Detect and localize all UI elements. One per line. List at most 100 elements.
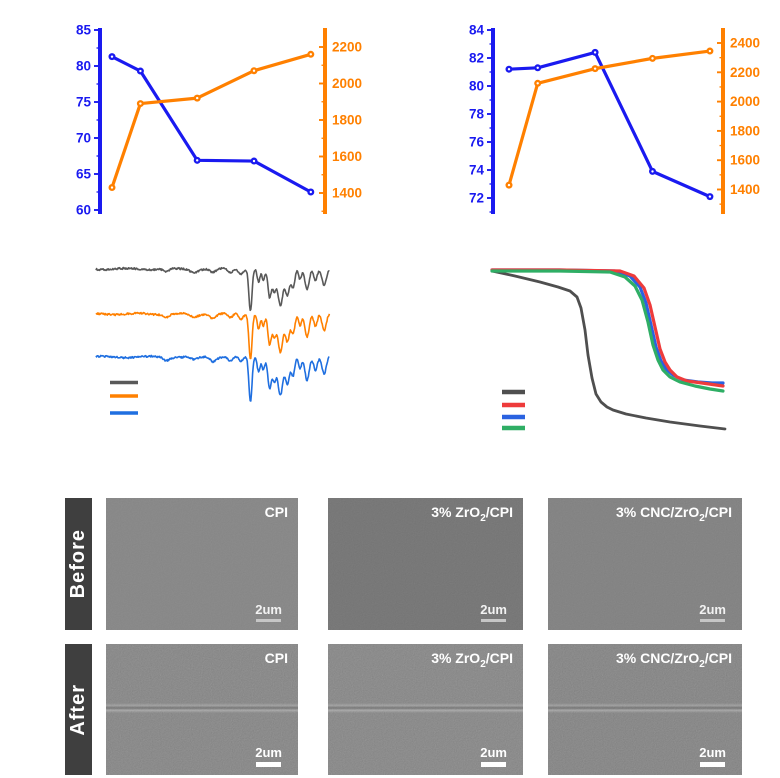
sem-image-before-cpi: CPI 2um — [106, 498, 298, 630]
sem-noise-texture — [328, 644, 523, 775]
panel-a-blue-left-series — [108, 53, 315, 196]
scale-bar-label: 2um — [255, 745, 282, 760]
scale-bar-line — [700, 762, 726, 767]
panel-c-legend — [110, 380, 138, 415]
curve-green — [490, 269, 725, 393]
blue-left-series-marker-center — [309, 190, 312, 194]
left-tick-label: 60 — [76, 203, 91, 218]
right-tick-label: 1600 — [332, 149, 362, 164]
scale-bar: 2um — [255, 746, 282, 767]
left-tick-label: 80 — [469, 79, 484, 94]
sem-image-label: CPI — [264, 650, 288, 666]
scale-bar-label: 2um — [699, 745, 726, 760]
right-tick-label: 1400 — [332, 186, 362, 201]
panel-d-legend — [502, 389, 525, 431]
row-label-before: Before — [65, 498, 92, 630]
panel-a-orange-right-series — [108, 50, 315, 192]
sem-image-label: CPI — [264, 504, 288, 520]
scratch-line — [548, 702, 742, 713]
left-tick-label: 78 — [469, 107, 485, 122]
sem-noise-texture — [328, 498, 523, 630]
orange-right-series-marker-center — [110, 186, 114, 189]
orange-right-series-marker-center — [252, 69, 256, 72]
scale-bar-line — [481, 619, 507, 622]
blue-left-series-marker-center — [536, 66, 539, 70]
right-tick-label: 1600 — [730, 153, 760, 168]
scale-bar: 2um — [480, 746, 507, 767]
blue-left-series-marker-center — [196, 159, 199, 162]
sem-noise-texture — [548, 644, 742, 775]
panel-d-chart — [490, 268, 727, 431]
panel-b-chart: 72 74 76 78 80 82 84 1400 1600 1800 2000 2200 2400 — [469, 23, 760, 214]
orange-right-series-marker-center — [651, 57, 654, 60]
sem-image-before-cnc-zro2-cpi: 3% CNC/ZrO2/CPI 2um — [548, 498, 742, 630]
spectrum-orange — [95, 311, 331, 360]
left-tick-label: 72 — [469, 191, 484, 206]
scale-bar: 2um — [699, 603, 726, 622]
orange-right-series-marker-center — [309, 53, 312, 56]
right-tick-label: 1800 — [730, 123, 760, 138]
blue-left-series-line — [508, 50, 711, 199]
panel-b-blue-left-series — [505, 48, 714, 201]
blue-left-series-marker-center — [139, 69, 142, 73]
sem-image-before-zro2-cpi: 3% ZrO2/CPI 2um — [328, 498, 523, 630]
sem-image-label: 3% ZrO2/CPI — [431, 504, 513, 524]
curve-gray — [490, 269, 727, 431]
blue-left-series-marker-center — [252, 159, 256, 163]
orange-right-series-marker-center — [139, 102, 142, 105]
orange-right-series-marker-center — [708, 49, 712, 53]
scale-bar: 2um — [480, 603, 507, 622]
scale-bar-label: 2um — [480, 602, 507, 617]
left-tick-label: 82 — [469, 51, 484, 66]
right-tick-label: 2400 — [730, 36, 760, 51]
orange-right-series-marker-center — [196, 96, 199, 100]
row-label-after-text: After — [67, 683, 89, 736]
panel-b-orange-right-series — [505, 47, 714, 189]
spectrum-gray — [95, 266, 330, 312]
panel-b-right-axis: 1400 1600 1800 2000 2200 2400 — [717, 28, 760, 214]
sem-image-label: 3% ZrO2/CPI — [431, 650, 513, 670]
sem-noise-texture — [106, 644, 298, 775]
sem-noise-texture — [548, 498, 742, 630]
spectrum-blue — [95, 354, 330, 402]
right-tick-label: 1800 — [332, 113, 362, 128]
left-tick-label: 84 — [469, 23, 485, 38]
scale-bar-line — [481, 762, 507, 767]
right-tick-label: 2000 — [730, 94, 760, 109]
orange-right-series-marker-center — [507, 183, 511, 187]
right-tick-label: 1400 — [730, 182, 760, 197]
blue-left-series-marker-center — [708, 195, 712, 198]
panel-a-right-axis: 1400 1600 1800 2000 2200 — [319, 28, 362, 214]
scale-bar: 2um — [255, 603, 282, 622]
sem-image-label: 3% CNC/ZrO2/CPI — [615, 504, 732, 524]
left-tick-label: 75 — [76, 95, 92, 110]
scale-bar-label: 2um — [255, 602, 282, 617]
sem-noise-texture — [106, 498, 298, 630]
scratch-line — [106, 702, 298, 713]
blue-left-series-marker-center — [593, 51, 597, 54]
blue-left-series-marker-center — [110, 55, 114, 58]
left-tick-label: 76 — [469, 135, 485, 150]
sem-image-after-cnc-zro2-cpi: 3% CNC/ZrO2/CPI 2um — [548, 644, 742, 775]
left-tick-label: 70 — [76, 131, 91, 146]
scale-bar: 2um — [699, 746, 726, 767]
scratch-line — [328, 702, 523, 713]
panel-c-chart — [95, 266, 331, 415]
blue-left-series-line — [111, 55, 312, 194]
panel-a-left-axis: 60 65 70 75 80 85 — [76, 23, 102, 218]
scale-bar-label: 2um — [699, 602, 726, 617]
scale-bar-line — [700, 619, 726, 622]
curve-blue — [490, 268, 725, 385]
orange-right-series-line — [507, 49, 711, 186]
right-tick-label: 2200 — [730, 65, 760, 80]
orange-right-series-marker-center — [536, 82, 539, 85]
left-tick-label: 80 — [76, 59, 91, 74]
blue-left-series-marker-center — [651, 170, 654, 173]
panel-b-left-axis: 72 74 76 78 80 82 84 — [469, 23, 495, 214]
blue-left-series-marker-center — [507, 68, 511, 71]
scale-bar-line — [256, 619, 282, 622]
row-label-before-text: Before — [67, 529, 89, 599]
panel-a-chart: 60 65 70 75 80 85 1400 1600 1800 2000 2200 — [76, 23, 362, 218]
scale-bar-label: 2um — [480, 745, 507, 760]
